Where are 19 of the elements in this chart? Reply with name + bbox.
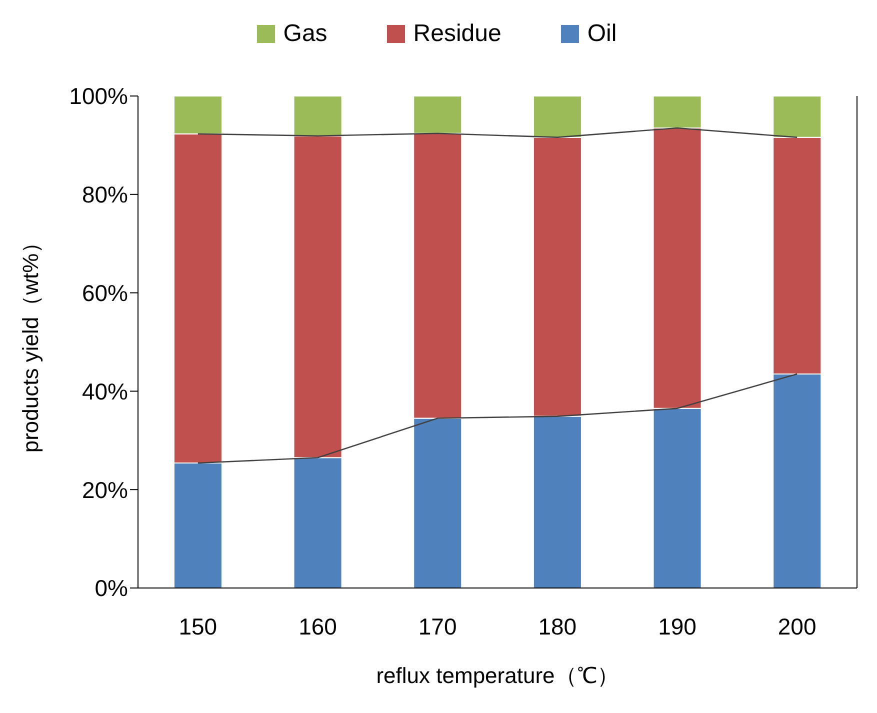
x-tick-label: 160 [298, 613, 337, 640]
line-series [197, 373, 798, 464]
y-tick-label: 40% [82, 378, 128, 404]
y-tick-label: 80% [82, 182, 128, 208]
x-axis-title: reflux temperature（℃） [376, 663, 619, 688]
y-tick-label: 60% [82, 280, 128, 306]
line-series [197, 127, 798, 138]
x-tick-label: 200 [778, 613, 816, 640]
y-tick-label: 100% [69, 83, 128, 110]
x-tick-label: 170 [418, 613, 457, 640]
y-tick-label: 0% [94, 575, 128, 602]
y-tick-label: 20% [82, 476, 128, 503]
y-axis-title: products yield（wt%） [18, 231, 43, 453]
legend-label: Oil [587, 20, 617, 48]
x-tick-label: 190 [658, 613, 696, 640]
x-tick-label: 150 [178, 613, 218, 640]
legend-label: Gas [283, 20, 328, 48]
x-tick-label: 180 [538, 613, 577, 640]
legend-label: Residue [413, 20, 502, 48]
